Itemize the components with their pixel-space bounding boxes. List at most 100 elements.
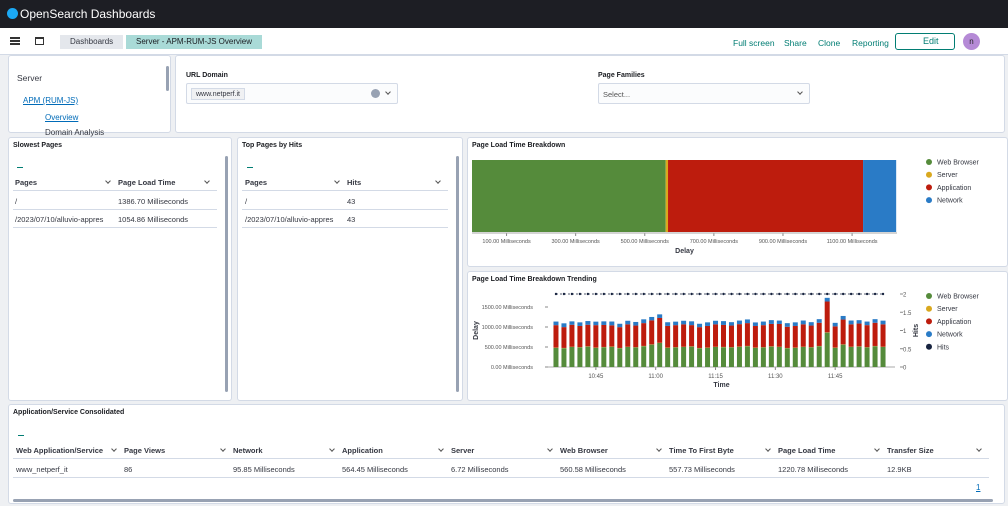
download-icon[interactable] [17, 162, 23, 168]
bar-segment [673, 325, 679, 348]
x-tick-label: 10:45 [588, 374, 604, 380]
bar-segment [720, 321, 726, 325]
bar-segment [856, 346, 862, 367]
full-screen[interactable]: Full screen [733, 38, 775, 48]
column-header[interactable]: Network [233, 446, 263, 455]
legend-swatch [926, 197, 932, 204]
cell: 6.72 Milliseconds [451, 465, 509, 474]
scrollbar [166, 66, 169, 91]
share[interactable]: Share [784, 38, 807, 48]
bar-segment [657, 343, 663, 367]
hits-point [610, 292, 614, 296]
hits-point [818, 292, 821, 296]
legend-label: Network [937, 332, 963, 339]
legend-label: Application [937, 319, 971, 326]
column-header[interactable]: Server [451, 446, 475, 455]
y2-tick-label: 0.5 [903, 347, 912, 353]
bar-segment [593, 325, 599, 348]
bar-segment [569, 347, 575, 367]
cell: www_netperf_it [16, 465, 68, 474]
bar-segment [641, 346, 647, 367]
cell: /2023/07/10/alluvio-appres [245, 215, 334, 224]
menu-button[interactable] [10, 37, 20, 45]
bar-segment [617, 327, 623, 348]
x-tick-label: 11:45 [828, 374, 843, 380]
bar-segment [824, 301, 830, 333]
control-label: URL Domain [186, 72, 228, 79]
bar-segment [681, 320, 687, 325]
column-header[interactable]: Transfer Size [887, 446, 934, 455]
avatar[interactable]: n [963, 33, 980, 50]
cell: 1054.86 Milliseconds [118, 215, 189, 224]
bar-segment [593, 321, 599, 326]
download-icon[interactable] [18, 430, 24, 436]
column-header[interactable]: Web Browser [560, 446, 608, 455]
hits-point [873, 292, 877, 296]
bar-segment [585, 324, 591, 347]
bar-segment [792, 325, 798, 348]
page-families-select[interactable]: Select... [598, 83, 810, 104]
reporting[interactable]: Reporting [852, 38, 889, 48]
y2-tick-label: 0 [903, 366, 907, 372]
bar-segment [880, 324, 886, 347]
column-header[interactable]: Web Application/Service [16, 446, 104, 455]
x-tick-label: 300.00 Milliseconds [552, 239, 601, 245]
download-icon[interactable] [247, 162, 253, 168]
edit-button[interactable]: Edit [895, 33, 955, 50]
bar-segment [705, 322, 711, 326]
x-tick-label: 1100.00 Milliseconds [827, 239, 878, 245]
hits-point [586, 292, 590, 296]
breadcrumb[interactable]: Dashboards [60, 35, 124, 49]
column-header[interactable]: Pages [15, 178, 38, 187]
home-button[interactable] [35, 37, 44, 45]
bar-segment [744, 346, 750, 367]
bar-segment [824, 332, 830, 367]
clear-icon[interactable] [371, 89, 380, 98]
nav-link[interactable]: APM (RUM-JS) [23, 96, 79, 105]
column-header[interactable]: Page Views [124, 446, 166, 455]
bar-segment [561, 323, 567, 328]
hits-point [658, 292, 661, 296]
bar-segment [744, 323, 750, 346]
selected-chip[interactable]: www.netperf.it [191, 88, 245, 100]
bar-segment [705, 325, 711, 348]
top-pages-panel: Top Pages by Hits Pages Hits / 43/2023/07/1… [237, 137, 463, 401]
bar-segment [689, 325, 695, 347]
bar-segment [808, 347, 814, 367]
bar-segment [768, 346, 774, 367]
placeholder: Select... [603, 90, 631, 99]
bar-segment [668, 160, 864, 232]
bar-segment [633, 325, 639, 348]
bar-segment [760, 347, 766, 367]
row-divider [242, 227, 448, 228]
cell: 560.58 Milliseconds [560, 465, 626, 474]
nav-link[interactable]: Overview [45, 113, 79, 122]
column-header[interactable]: Time To First Byte [669, 446, 734, 455]
legend-label: Server [937, 306, 958, 313]
nav-link[interactable]: Domain Analysis [45, 128, 105, 137]
column-header[interactable]: Page Load Time [118, 178, 176, 187]
column-header[interactable]: Application [342, 446, 383, 455]
bar-segment [665, 347, 671, 367]
bar-segment [840, 315, 846, 320]
url-domain-combo[interactable]: www.netperf.it [186, 83, 398, 104]
scrollbar [225, 156, 228, 392]
bar-segment [728, 347, 734, 367]
hits-point [754, 292, 757, 296]
legend-swatch [926, 159, 932, 165]
hits-point [881, 292, 885, 296]
column-header[interactable]: Page Load Time [778, 446, 836, 455]
column-header[interactable]: Pages [245, 178, 268, 187]
bar-segment [824, 297, 830, 302]
column-header[interactable]: Hits [347, 178, 362, 187]
bar-segment [832, 326, 838, 348]
bar-segment [633, 321, 639, 326]
legend-swatch [926, 318, 932, 325]
bar-segment [816, 319, 822, 323]
cell: 95.85 Milliseconds [233, 465, 295, 474]
bar-segment [736, 320, 742, 325]
pagination-page[interactable]: 1 [976, 483, 981, 492]
brand[interactable]: OpenSearch Dashboards [20, 7, 156, 21]
hits-point [730, 292, 733, 296]
clone[interactable]: Clone [818, 38, 841, 48]
